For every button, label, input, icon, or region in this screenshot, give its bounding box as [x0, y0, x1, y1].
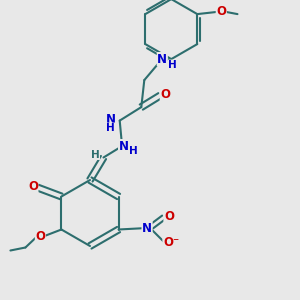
Text: O: O — [164, 209, 174, 223]
Text: H: H — [168, 60, 177, 70]
Text: O: O — [160, 88, 170, 101]
Text: H: H — [91, 149, 100, 160]
Text: O: O — [28, 179, 38, 193]
Text: N: N — [157, 52, 167, 66]
Text: O⁻: O⁻ — [163, 236, 179, 250]
Text: O: O — [216, 5, 226, 18]
Text: N: N — [106, 112, 116, 126]
Text: O: O — [35, 230, 45, 244]
Text: H: H — [129, 146, 138, 157]
Text: H: H — [106, 123, 115, 133]
Text: N: N — [118, 140, 129, 153]
Text: N: N — [142, 221, 152, 235]
